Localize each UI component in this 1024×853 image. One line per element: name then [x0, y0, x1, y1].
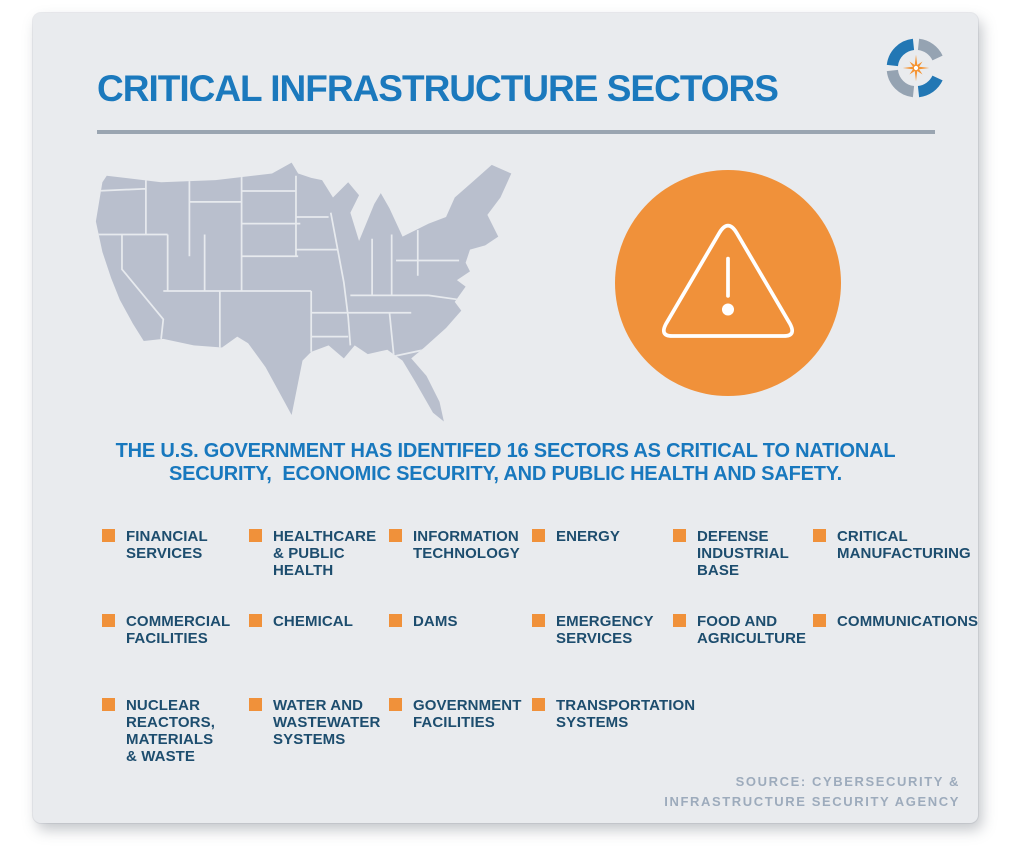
sector-government-facilities: GOVERNMENT FACILITIES — [389, 697, 532, 765]
sector-water-and-wastewater-systems: WATER AND WASTEWATER SYSTEMS — [249, 697, 389, 765]
sector-critical-manufacturing: CRITICAL MANUFACTURING — [813, 528, 972, 579]
bullet-square-icon — [102, 614, 115, 627]
bullet-square-icon — [249, 698, 262, 711]
bullet-square-icon — [389, 614, 402, 627]
sector-food-and-agriculture: FOOD AND AGRICULTURE — [673, 613, 813, 647]
bullet-square-icon — [389, 698, 402, 711]
sector-chemical: CHEMICAL — [249, 613, 389, 647]
cisa-logo-icon — [883, 35, 949, 101]
bullet-square-icon — [102, 529, 115, 542]
bullet-square-icon — [813, 614, 826, 627]
sector-nuclear-reactors-materials-waste: NUCLEAR REACTORS, MATERIALS & WASTE — [102, 697, 249, 765]
sector-financial-services: FINANCIAL SERVICES — [102, 528, 249, 579]
bullet-square-icon — [673, 614, 686, 627]
sector-row-1: FINANCIAL SERVICES HEALTHCARE & PUBLIC H… — [102, 528, 972, 579]
intro-statement: THE U.S. GOVERNMENT HAS IDENTIFED 16 SEC… — [115, 440, 896, 485]
page-title: CRITICAL INFRASTRUCTURE SECTORS — [97, 68, 779, 109]
bullet-square-icon — [389, 529, 402, 542]
bullet-square-icon — [249, 529, 262, 542]
sector-defense-industrial-base: DEFENSE INDUSTRIAL BASE — [673, 528, 813, 579]
us-map-icon — [85, 155, 520, 427]
sector-information-technology: INFORMATION TECHNOLOGY — [389, 528, 532, 579]
bullet-square-icon — [532, 529, 545, 542]
sector-commercial-facilities: COMMERCIAL FACILITIES — [102, 613, 249, 647]
bullet-square-icon — [532, 698, 545, 711]
sector-communications: COMMUNICATIONS — [813, 613, 978, 647]
warning-circle — [615, 170, 841, 396]
sector-energy: ENERGY — [532, 528, 673, 579]
source-attribution: SOURCE: CYBERSECURITY & INFRASTRUCTURE S… — [664, 774, 960, 809]
sector-transportation-systems: TRANSPORTATION SYSTEMS — [532, 697, 695, 765]
title-divider — [97, 130, 935, 134]
bullet-square-icon — [532, 614, 545, 627]
sector-row-2: COMMERCIAL FACILITIES CHEMICAL DAMS EMER… — [102, 613, 978, 647]
sector-healthcare-public-health: HEALTHCARE & PUBLIC HEALTH — [249, 528, 389, 579]
infographic-card: CRITICAL INFRASTRUCTURE SECTORS — [33, 13, 978, 823]
bullet-square-icon — [102, 698, 115, 711]
sector-dams: DAMS — [389, 613, 532, 647]
warning-triangle-icon — [661, 223, 795, 338]
sector-row-3: NUCLEAR REACTORS, MATERIALS & WASTE WATE… — [102, 697, 972, 765]
bullet-square-icon — [813, 529, 826, 542]
sector-emergency-services: EMERGENCY SERVICES — [532, 613, 673, 647]
bullet-square-icon — [249, 614, 262, 627]
bullet-square-icon — [673, 529, 686, 542]
